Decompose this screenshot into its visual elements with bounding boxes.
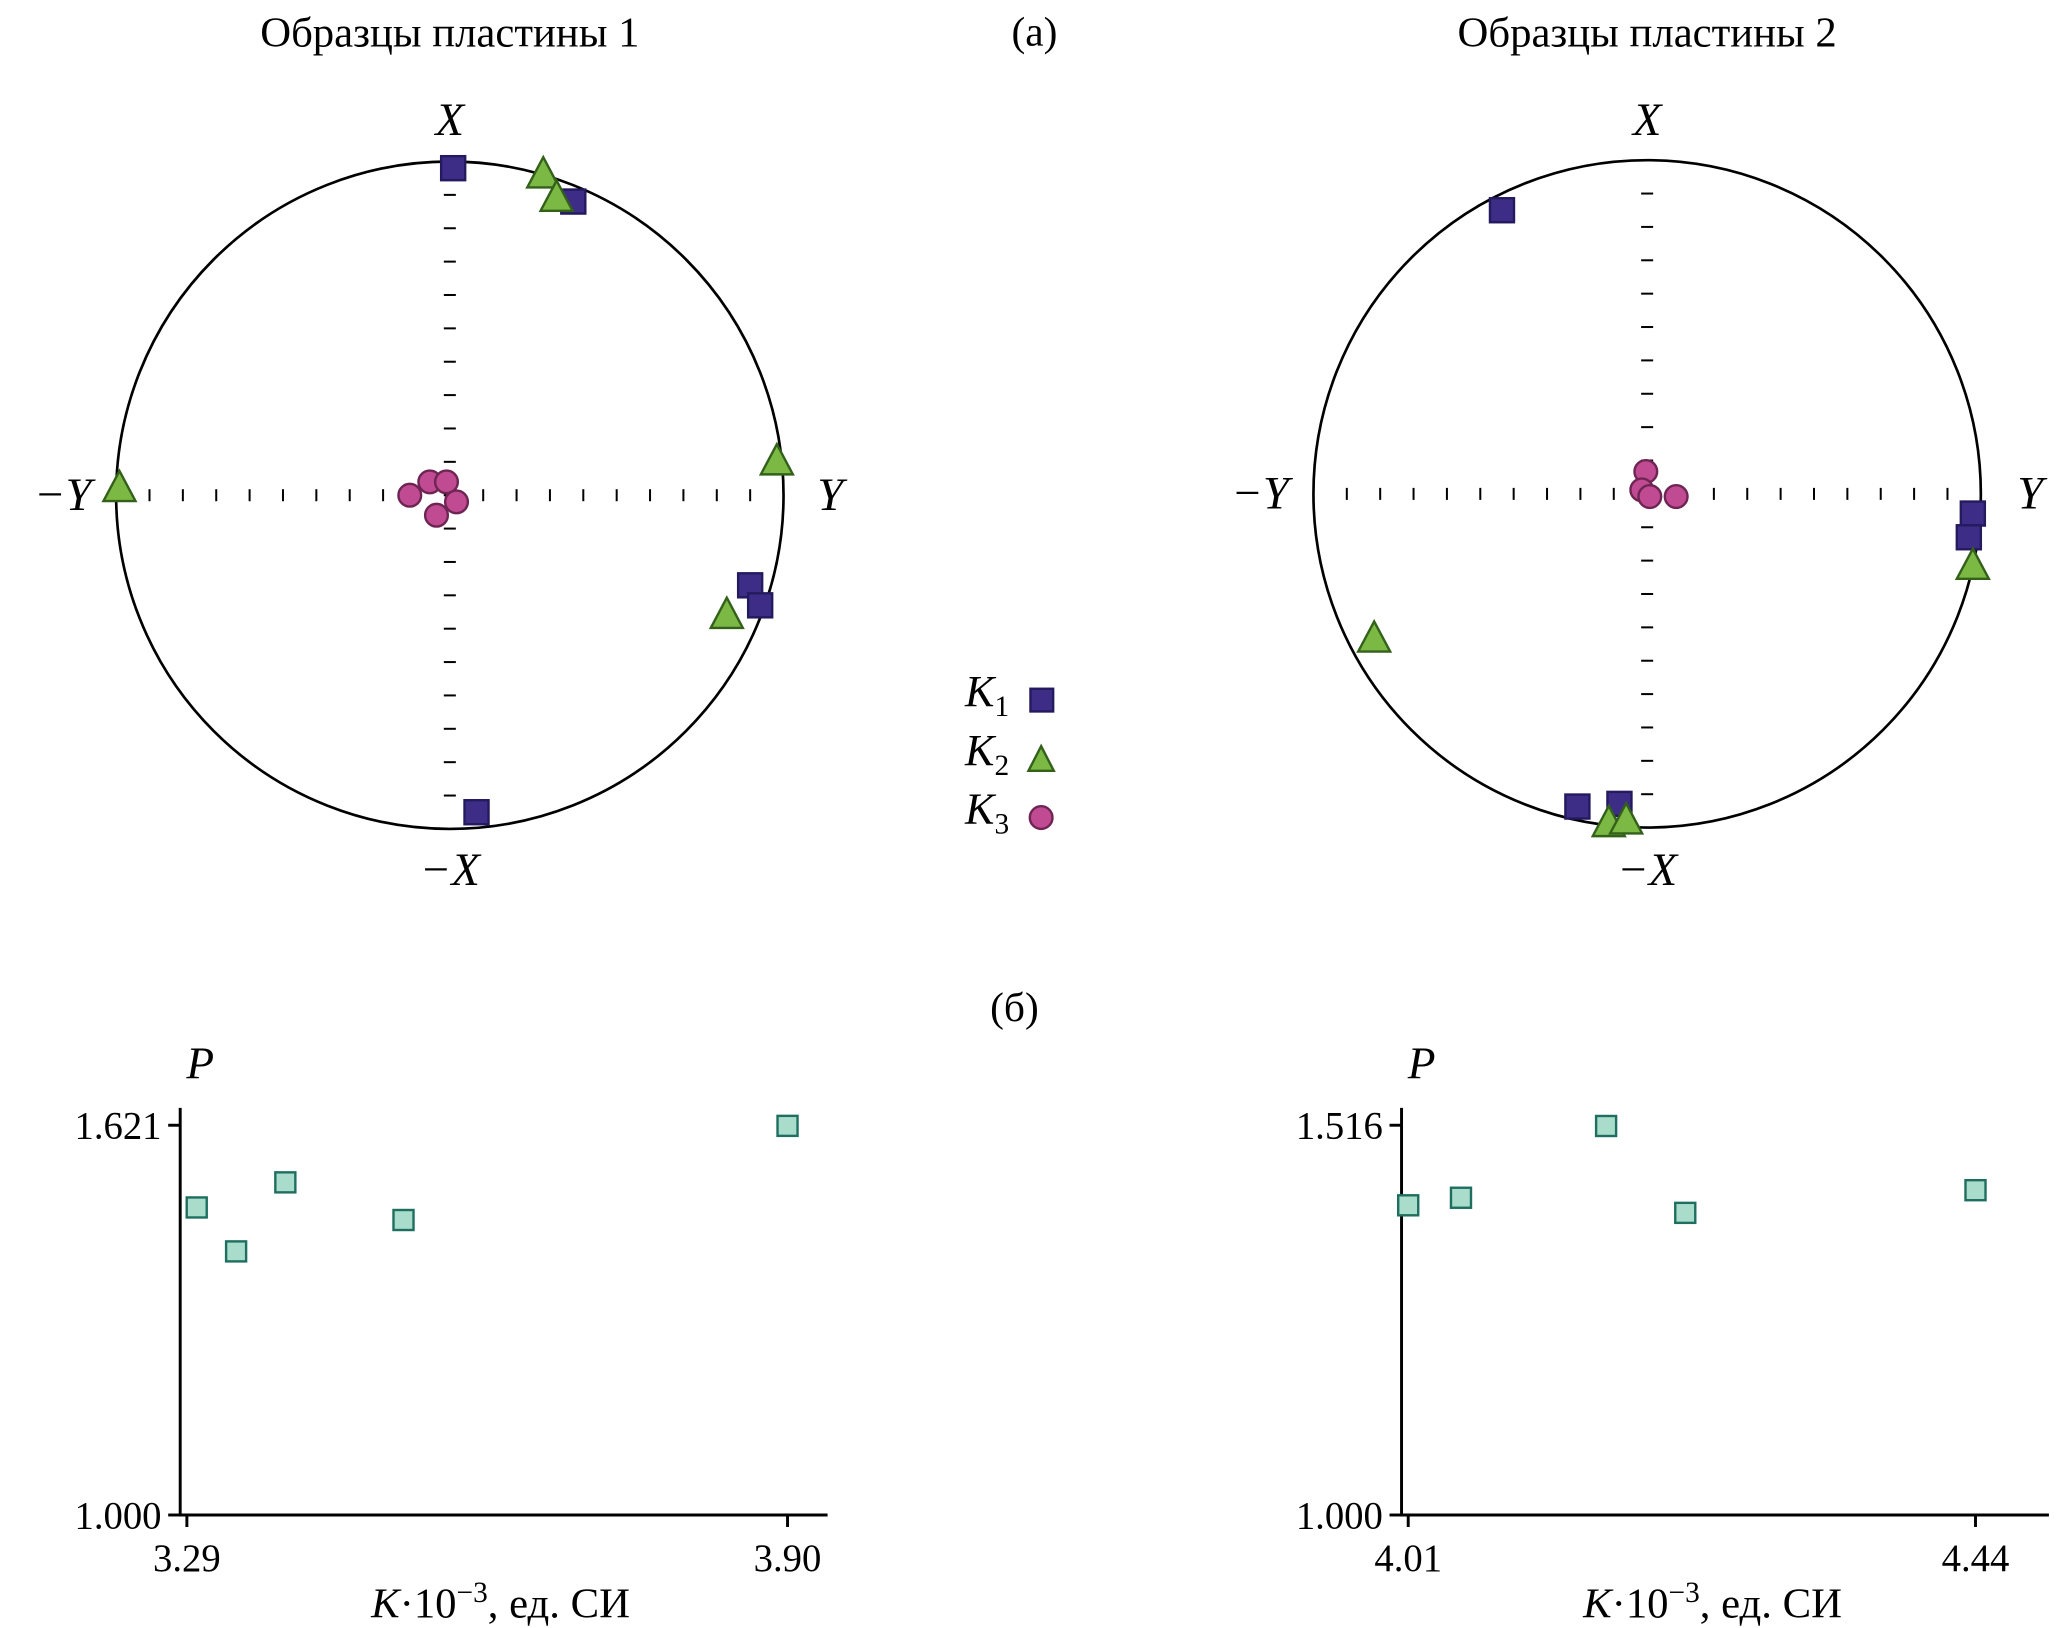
legend-item-k1: K1 [965, 670, 1057, 723]
square-marker-icon [1029, 687, 1055, 713]
legend-label-k2: K2 [965, 728, 1009, 788]
legend-symbol: K [965, 785, 995, 834]
legend: K1 K2 K3 [965, 670, 1057, 840]
x-axis-label-exponent: −3 [456, 1575, 488, 1609]
x-axis-label-k: K [371, 1578, 400, 1627]
scatter-plate2-x-axis-label: K·10−3, ед. СИ [1446, 1575, 1980, 1628]
x-axis-label-mid: ·10 [1611, 1578, 1669, 1627]
scatter-plate2: 4.01 4.44 1.516 1.000 [1296, 1106, 2049, 1580]
stereonet-plate1-title: Образцы пластины 1 [260, 8, 640, 57]
scatter-plate1-x-axis-label: K·10−3, ед. СИ [234, 1575, 768, 1628]
svg-text:1.516: 1.516 [1296, 1106, 1383, 1148]
x-axis-label-k: K [1583, 1578, 1612, 1627]
stereonet-plate2-negy-axis-label: −Y [1231, 467, 1289, 520]
legend-symbol: K [965, 727, 995, 776]
circle-marker-icon [1028, 805, 1054, 831]
stereonet-plate2-title: Образцы пластины 2 [1457, 8, 1837, 57]
stereonet-plate2-y-axis-label: Y [2017, 467, 2044, 520]
triangle-marker-icon [1026, 743, 1056, 773]
stereonet-plate2-negx-axis-label: −X [1617, 843, 1678, 896]
legend-label-k3: K3 [965, 787, 1009, 847]
stereonet-plate1-negy-axis-label: −Y [33, 468, 92, 521]
svg-text:1.621: 1.621 [74, 1106, 161, 1148]
panel-b-label: (б) [990, 983, 1039, 1031]
stereonet-plate2 [1312, 158, 1991, 838]
svg-text:4.44: 4.44 [1942, 1538, 2010, 1580]
x-axis-label-unit: , ед. СИ [487, 1578, 630, 1627]
legend-subscript: 3 [994, 806, 1010, 840]
svg-text:1.000: 1.000 [74, 1495, 161, 1537]
stereonet-plate1-x-axis-label: X [435, 93, 465, 146]
stereonet-plate1-y-axis-label: Y [817, 468, 844, 521]
scatter-plate1: 3.29 3.90 1.621 1.000 [74, 1106, 828, 1580]
legend-label-k1: K1 [965, 670, 1009, 730]
stereonet-plate1-negx-axis-label: −X [419, 843, 480, 896]
stereonet-plate1 [101, 154, 795, 831]
legend-subscript: 2 [994, 747, 1010, 782]
panel-a-label: (а) [1011, 8, 1058, 55]
stereonet-plate2-x-axis-label: X [1632, 93, 1662, 146]
scatter-plate1-y-axis-label: P [186, 1039, 215, 1090]
x-axis-label-unit: , ед. СИ [1699, 1578, 1842, 1627]
x-axis-label-mid: ·10 [399, 1578, 457, 1627]
svg-text:3.90: 3.90 [754, 1538, 822, 1580]
legend-subscript: 1 [994, 689, 1010, 723]
svg-text:4.01: 4.01 [1374, 1538, 1442, 1580]
scatter-plate2-y-axis-label: P [1407, 1039, 1436, 1090]
legend-symbol: K [965, 668, 995, 717]
svg-text:3.29: 3.29 [153, 1538, 221, 1580]
legend-item-k3: K3 [965, 787, 1057, 840]
svg-text:1.000: 1.000 [1296, 1495, 1383, 1537]
x-axis-label-exponent: −3 [1668, 1575, 1700, 1609]
legend-item-k2: K2 [965, 728, 1057, 781]
